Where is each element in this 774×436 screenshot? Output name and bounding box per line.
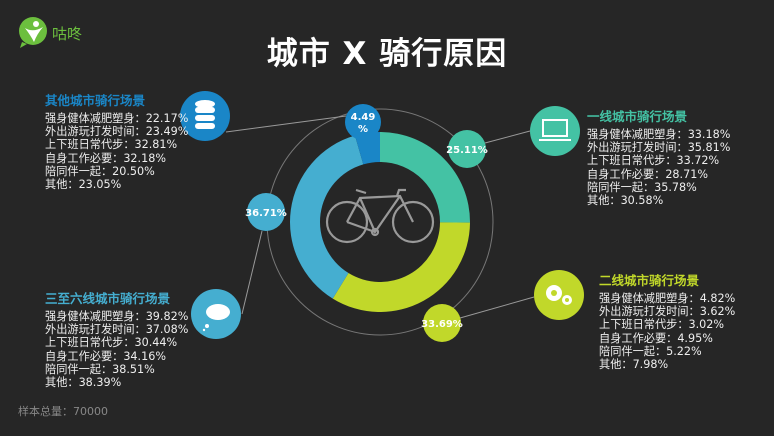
list-item: 陪同伴一起：38.51%: [45, 362, 155, 376]
connector-tier2: [459, 296, 535, 319]
group-tier3: 三至六线城市骑行场景 强身健体减肥塑身：39.82% 外出游玩打发时间：37.0…: [45, 291, 188, 389]
list-item: 陪同伴一起：35.78%: [587, 180, 697, 194]
list-item: 上下班日常代步：32.81%: [45, 138, 178, 152]
sample-size: 样本总量：70000: [18, 405, 108, 418]
list-item: 自身工作必要：28.71%: [587, 167, 708, 181]
list-item: 自身工作必要：4.95%: [599, 331, 713, 345]
pct-label-tier3: 36.71%: [245, 208, 287, 219]
list-item: 强身健体减肥塑身：4.82%: [599, 292, 736, 305]
donut-segment-tier2: [332, 222, 470, 313]
tier1-icon-bg: [530, 106, 580, 156]
group-title: 其他城市骑行场景: [45, 93, 146, 108]
page-title: 城市 X 骑行原因: [266, 36, 508, 72]
list-item: 上下班日常代步：33.72%: [587, 154, 720, 168]
connector-other: [225, 115, 347, 133]
group-title: 二线城市骑行场景: [599, 273, 700, 288]
cloud-thought-icon: [202, 304, 230, 332]
pct-label-unit: %: [358, 124, 368, 135]
group-tier2: 二线城市骑行场景 强身健体减肥塑身：4.82% 外出游玩打发时间：3.62% 上…: [599, 273, 735, 371]
list-item: 强身健体减肥塑身：39.82%: [45, 310, 189, 323]
connector-tier1: [484, 130, 531, 144]
pct-label-other: 4.49: [351, 112, 376, 123]
pct-label-tier1: 25.11%: [446, 145, 488, 156]
list-item: 上下班日常代步：3.02%: [599, 318, 725, 332]
list-item: 陪同伴一起：5.22%: [599, 344, 702, 358]
brand-name: 咕咚: [52, 25, 83, 43]
pct-label-tier2: 33.69%: [421, 319, 463, 330]
pct-bubble-tier3: [247, 193, 285, 231]
list-item: 其他：23.05%: [45, 178, 122, 192]
pct-bubble-tier2: [423, 304, 461, 342]
donut-segment-other: [354, 132, 380, 165]
list-item: 其他：38.39%: [45, 376, 122, 390]
list-item: 外出游玩打发时间：35.81%: [587, 141, 731, 155]
group-other: 其他城市骑行场景 强身健体减肥塑身：22.17% 外出游玩打发时间：23.49%…: [45, 93, 188, 191]
list-item: 其他：7.98%: [599, 358, 669, 372]
list-item: 强身健体减肥塑身：22.17%: [45, 112, 189, 125]
list-item: 外出游玩打发时间：3.62%: [599, 305, 736, 319]
laptop-icon: [539, 119, 571, 141]
database-icon: [195, 100, 215, 129]
list-item: 陪同伴一起：20.50%: [45, 164, 155, 178]
pct-bubble-tier1: [448, 130, 486, 168]
logo-icon: [19, 17, 47, 48]
group-title: 三至六线城市骑行场景: [45, 291, 171, 306]
list-item: 外出游玩打发时间：37.08%: [45, 323, 189, 337]
donut-segment-tier1: [380, 132, 471, 223]
list-item: 其他：30.58%: [587, 194, 664, 208]
list-item: 外出游玩打发时间：23.49%: [45, 125, 189, 139]
list-item: 自身工作必要：34.16%: [45, 349, 166, 363]
group-tier1: 一线城市骑行场景 强身健体减肥塑身：33.18% 外出游玩打发时间：35.81%…: [587, 109, 730, 207]
list-item: 上下班日常代步：30.44%: [45, 336, 178, 350]
connector-tier3: [241, 230, 263, 315]
gears-icon: [546, 285, 572, 305]
pct-bubble-other: [345, 104, 381, 140]
list-item: 强身健体减肥塑身：33.18%: [587, 128, 731, 141]
donut-segment-tier3: [290, 135, 364, 299]
group-title: 一线城市骑行场景: [587, 109, 688, 124]
list-item: 自身工作必要：32.18%: [45, 151, 166, 165]
bicycle-icon: [325, 188, 435, 244]
